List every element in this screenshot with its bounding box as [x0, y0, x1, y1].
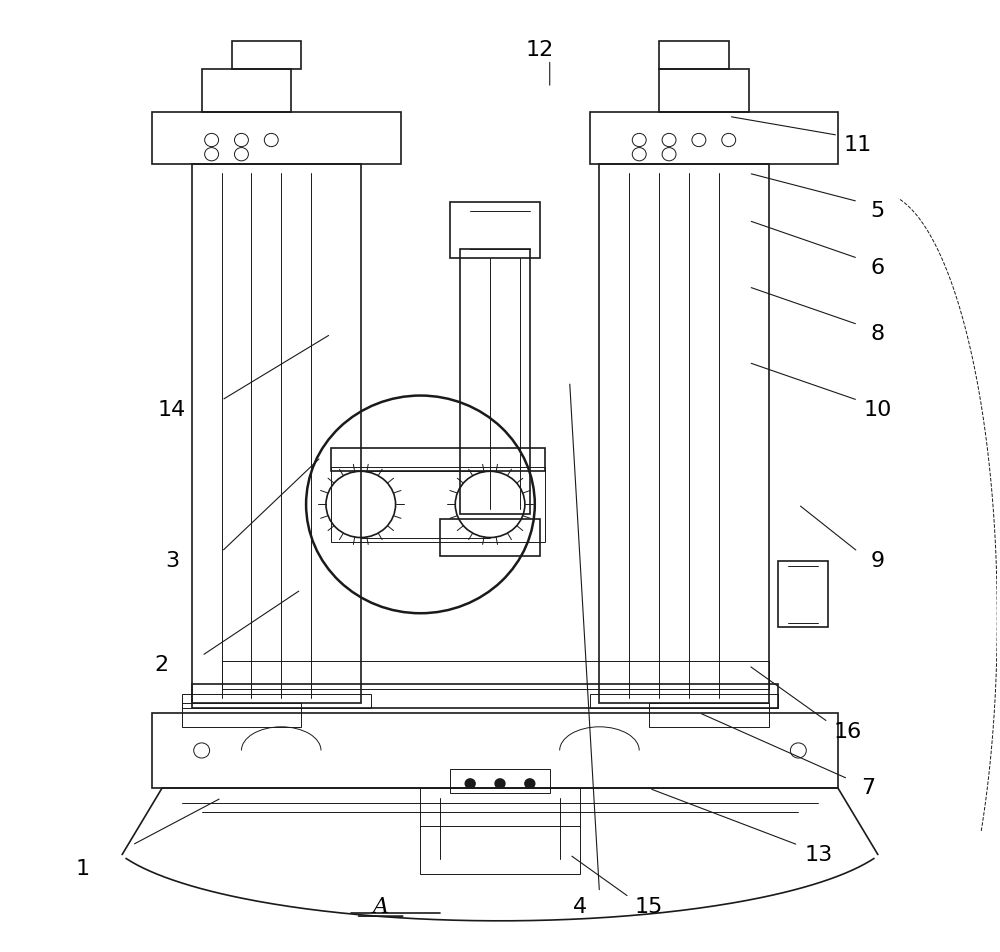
Text: 16: 16	[834, 722, 862, 742]
Text: 15: 15	[635, 897, 663, 917]
Text: 1: 1	[75, 859, 89, 879]
Circle shape	[525, 779, 535, 788]
Text: 8: 8	[871, 324, 885, 344]
Text: 5: 5	[871, 201, 885, 221]
Text: 4: 4	[572, 897, 587, 917]
Text: 12: 12	[526, 40, 554, 60]
Text: 6: 6	[871, 258, 885, 278]
Circle shape	[495, 779, 505, 788]
Text: 13: 13	[804, 844, 832, 864]
Text: 10: 10	[864, 400, 892, 420]
Text: 3: 3	[165, 551, 179, 571]
Text: 11: 11	[844, 135, 872, 155]
Text: 2: 2	[155, 655, 169, 675]
Text: 7: 7	[861, 779, 875, 799]
Text: 9: 9	[871, 551, 885, 571]
Text: A: A	[373, 896, 389, 918]
Text: 14: 14	[158, 400, 186, 420]
Circle shape	[465, 779, 475, 788]
